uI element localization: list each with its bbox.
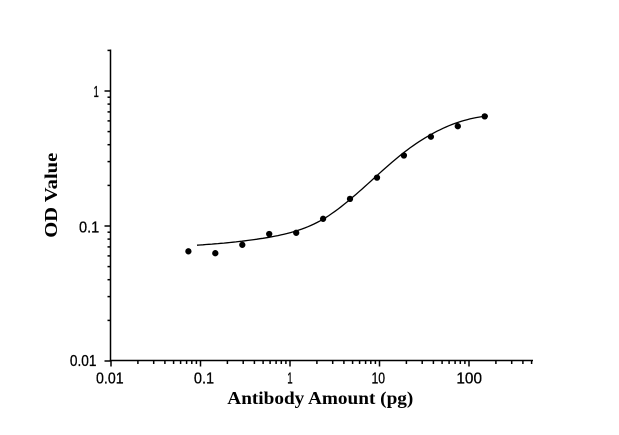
svg-text:10: 10 — [372, 371, 386, 388]
svg-text:Antibody Amount (pg): Antibody Amount (pg) — [227, 388, 413, 409]
svg-text:OD Value: OD Value — [41, 153, 61, 238]
svg-text:0.01: 0.01 — [70, 353, 97, 370]
svg-text:1: 1 — [94, 84, 99, 101]
svg-text:0.1: 0.1 — [79, 219, 99, 236]
svg-text:0.1: 0.1 — [194, 371, 214, 388]
svg-text:1: 1 — [287, 371, 292, 388]
svg-text:0.01: 0.01 — [96, 371, 124, 388]
svg-text:100: 100 — [456, 371, 482, 388]
